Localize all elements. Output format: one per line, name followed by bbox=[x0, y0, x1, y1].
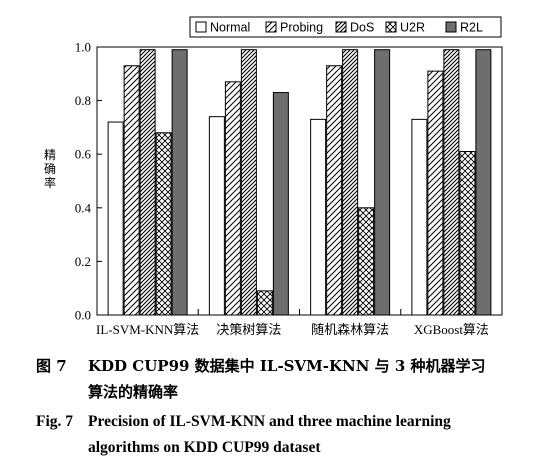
x-tick-label: IL-SVM-KNN算法 bbox=[96, 322, 199, 337]
legend-label-r2l: R2L bbox=[460, 21, 483, 35]
legend-swatch-probing bbox=[265, 21, 277, 33]
axes-layer: IL-SVM-KNN算法 决策树算法 随机森林算法 XGBoost算法 0.0 0.2 0.… bbox=[75, 40, 503, 337]
y-tick-label: 1.0 bbox=[75, 40, 91, 55]
legend-label-u2r: U2R bbox=[400, 21, 425, 35]
bar-dos-0 bbox=[139, 49, 156, 316]
bars-layer bbox=[107, 49, 492, 316]
y-tick-label: 0.4 bbox=[75, 200, 92, 215]
legend-swatch-u2r bbox=[385, 21, 397, 33]
caption-zh-text1: KDD CUP99 数据集中 IL-SVM-KNN 与 3 种机器学习 bbox=[88, 357, 486, 375]
bar-u2r-3 bbox=[459, 151, 476, 316]
bar-normal-0 bbox=[107, 121, 124, 316]
caption-en-line2: algorithms on KDD CUP99 dataset bbox=[88, 439, 321, 456]
bar-normal-3 bbox=[411, 118, 428, 316]
legend-label-probing: Probing bbox=[280, 21, 323, 35]
bar-r2l-2 bbox=[374, 49, 391, 316]
bar-probing-2 bbox=[326, 65, 343, 316]
y-tick-label: 0.0 bbox=[75, 308, 91, 323]
bar-dos-3 bbox=[443, 49, 460, 316]
bar-probing-0 bbox=[123, 65, 140, 316]
bar-chart: IL-SVM-KNN算法 决策树算法 随机森林算法 XGBoost算法 0.0 0.2 0.… bbox=[75, 16, 503, 337]
bar-dos-2 bbox=[342, 49, 359, 316]
caption-zh-line1: 图 7 KDD CUP99 数据集中 IL-SVM-KNN 与 3 种机器学习 bbox=[36, 355, 536, 377]
x-tick-label: 随机森林算法 bbox=[311, 322, 389, 337]
bar-r2l-0 bbox=[171, 49, 188, 316]
bar-probing-3 bbox=[427, 70, 444, 316]
legend-swatch-normal bbox=[195, 21, 207, 33]
y-tick-label: 0.8 bbox=[75, 93, 91, 108]
bar-u2r-0 bbox=[155, 132, 172, 316]
bar-u2r-1 bbox=[256, 290, 273, 316]
bar-u2r-2 bbox=[358, 207, 375, 316]
y-tick-label: 0.2 bbox=[75, 254, 91, 269]
caption-zh-number: 图 7 bbox=[36, 357, 67, 375]
x-tick-label: 决策树算法 bbox=[216, 322, 281, 337]
legend: Normal Probing DoS U2R R2L bbox=[189, 16, 502, 38]
bar-dos-1 bbox=[240, 49, 257, 316]
y-axis-label: 精确率 bbox=[43, 148, 56, 190]
caption-en-line1: Fig. 7 Precision of IL-SVM-KNN and three … bbox=[36, 411, 536, 433]
bar-r2l-3 bbox=[475, 49, 492, 316]
bar-normal-2 bbox=[310, 118, 327, 316]
caption-zh-line2: 算法的精确率 bbox=[88, 383, 179, 401]
legend-swatch-r2l bbox=[445, 21, 457, 33]
caption-en-text1: Precision of IL-SVM-KNN and three machin… bbox=[88, 413, 451, 430]
bar-normal-1 bbox=[208, 116, 225, 316]
bar-probing-1 bbox=[224, 81, 241, 316]
bar-r2l-1 bbox=[272, 92, 289, 316]
x-tick-label: XGBoost算法 bbox=[414, 322, 489, 337]
legend-label-normal: Normal bbox=[210, 21, 250, 35]
y-tick-label: 0.6 bbox=[75, 147, 92, 162]
caption-en-number: Fig. 7 bbox=[36, 413, 74, 430]
legend-label-dos: DoS bbox=[350, 21, 374, 35]
legend-swatch-dos bbox=[335, 21, 347, 33]
